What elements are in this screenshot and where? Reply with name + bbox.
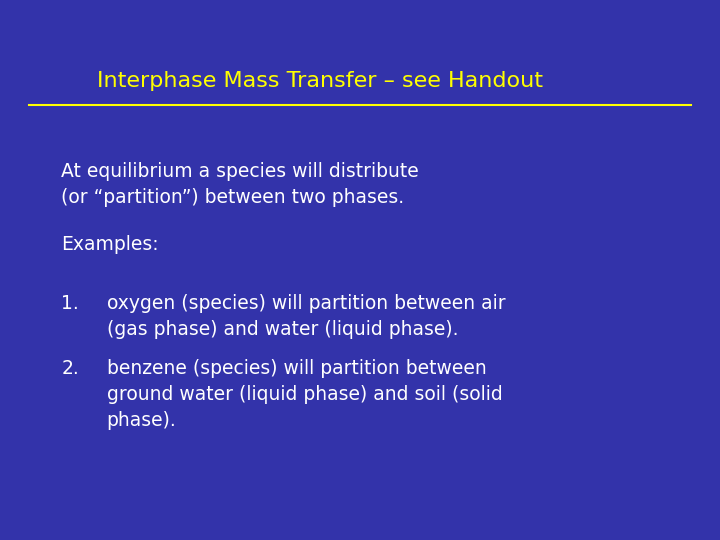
Text: 1.: 1. [61, 294, 79, 313]
Text: At equilibrium a species will distribute
(or “partition”) between two phases.: At equilibrium a species will distribute… [61, 162, 419, 207]
Text: benzene (species) will partition between
ground water (liquid phase) and soil (s: benzene (species) will partition between… [107, 359, 503, 430]
Text: Examples:: Examples: [61, 235, 159, 254]
Text: Interphase Mass Transfer – see Handout: Interphase Mass Transfer – see Handout [97, 71, 543, 91]
Text: 2.: 2. [61, 359, 79, 378]
Text: oxygen (species) will partition between air
(gas phase) and water (liquid phase): oxygen (species) will partition between … [107, 294, 505, 339]
